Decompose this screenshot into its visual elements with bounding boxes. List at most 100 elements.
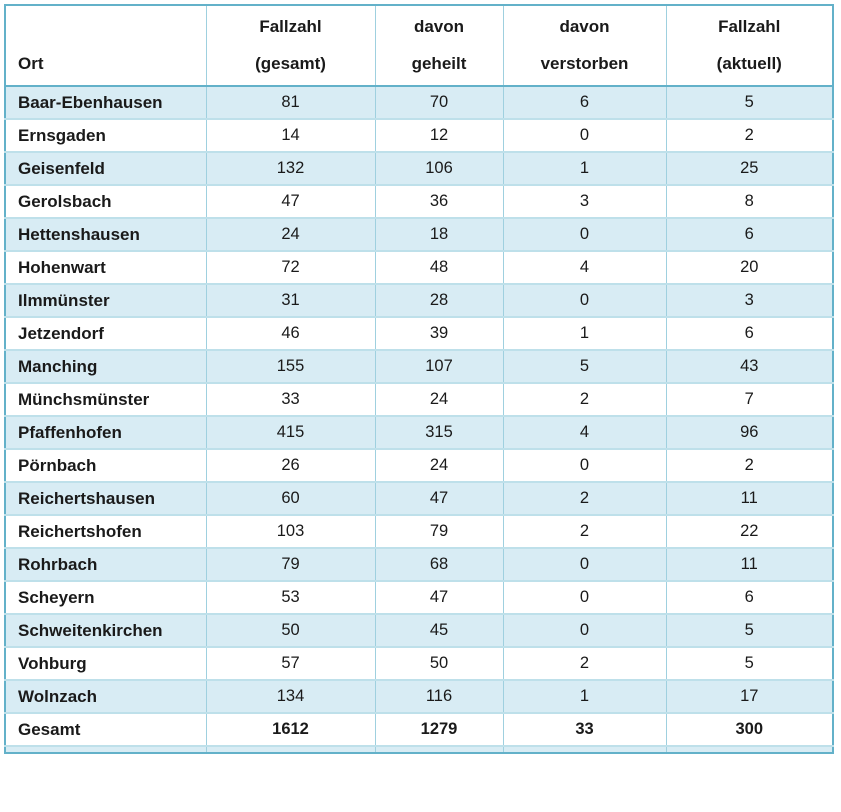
cell-verstorben: 2	[502, 647, 666, 680]
column-header-verstorben: davon verstorben	[502, 5, 666, 86]
cell-verstorben: 0	[502, 614, 666, 647]
cell-ort: Pfaffenhofen	[18, 422, 122, 442]
cell-aktuell: 22	[665, 515, 833, 548]
cell-ort: Schweitenkirchen	[18, 620, 163, 640]
cell-aktuell: 5	[665, 86, 833, 119]
table-row: Hettenshausen 24 18 0 6	[5, 218, 833, 251]
cell-gesamt: 132	[205, 152, 375, 185]
cell-aktuell: 2	[665, 449, 833, 482]
cell-verstorben: 2	[502, 515, 666, 548]
cell-verstorben: 0	[502, 119, 666, 152]
table-row: Wolnzach 134 116 1 17	[5, 680, 833, 713]
cell-aktuell: 5	[665, 647, 833, 680]
cell-ort	[5, 746, 206, 753]
column-header-gesamt: Fallzahl (gesamt)	[205, 5, 375, 86]
cell-aktuell: 11	[665, 548, 833, 581]
cell-geheilt: 36	[374, 185, 503, 218]
cell-geheilt: 28	[374, 284, 503, 317]
cell-geheilt: 39	[374, 317, 503, 350]
cell-verstorben: 0	[502, 548, 666, 581]
cell-ort: Ilmmünster	[18, 290, 110, 310]
cell-ort: Jetzendorf	[18, 323, 104, 343]
column-header-line1: Fallzahl	[259, 17, 322, 36]
cell-geheilt: 48	[374, 251, 503, 284]
cell-geheilt: 47	[374, 482, 503, 515]
cell-ort: Reichertshofen	[18, 521, 142, 541]
cell-aktuell: 8	[665, 185, 833, 218]
cell-verstorben: 0	[502, 218, 666, 251]
cell-gesamt: 50	[205, 614, 375, 647]
column-header-line2: verstorben	[540, 54, 629, 73]
cell-geheilt: 116	[374, 680, 503, 713]
cell-aktuell: 3	[665, 284, 833, 317]
column-header-line2: (gesamt)	[255, 54, 326, 73]
cell-geheilt: 24	[374, 383, 503, 416]
column-header-geheilt: davon geheilt	[374, 5, 503, 86]
cell-ort: Ernsgaden	[18, 125, 106, 145]
cell-gesamt	[205, 746, 375, 753]
table-row: Pörnbach 26 24 0 2	[5, 449, 833, 482]
column-header-line2: (aktuell)	[716, 54, 782, 73]
cell-geheilt: 18	[374, 218, 503, 251]
cell-ort: Reichertshausen	[18, 488, 155, 508]
cell-ort: Scheyern	[18, 587, 95, 607]
cell-verstorben: 1	[502, 317, 666, 350]
header-row: Ort Fallzahl (gesamt) davon geheilt davon vers…	[5, 5, 833, 86]
cell-gesamt: 47	[205, 185, 375, 218]
cell-gesamt: 134	[205, 680, 375, 713]
cell-geheilt: 79	[374, 515, 503, 548]
cell-aktuell: 96	[665, 416, 833, 449]
cell-ort: Baar-Ebenhausen	[18, 92, 163, 112]
table-row: Pfaffenhofen 415 315 4 96	[5, 416, 833, 449]
cell-aktuell: 25	[665, 152, 833, 185]
cell-verstorben: 2	[502, 482, 666, 515]
cell-gesamt: 33	[205, 383, 375, 416]
cell-aktuell: 5	[665, 614, 833, 647]
cell-gesamt: 31	[205, 284, 375, 317]
cell-verstorben: 3	[502, 185, 666, 218]
cell-gesamt: 26	[205, 449, 375, 482]
table-row: Manching 155 107 5 43	[5, 350, 833, 383]
cell-aktuell	[665, 746, 833, 753]
cell-geheilt: 107	[374, 350, 503, 383]
cell-geheilt: 68	[374, 548, 503, 581]
cell-aktuell: 300	[665, 713, 833, 746]
cell-geheilt: 12	[374, 119, 503, 152]
cell-geheilt: 45	[374, 614, 503, 647]
table-row: Jetzendorf 46 39 1 6	[5, 317, 833, 350]
table-row: Ernsgaden 14 12 0 2	[5, 119, 833, 152]
cell-aktuell: 11	[665, 482, 833, 515]
cell-gesamt: 103	[205, 515, 375, 548]
cell-aktuell: 43	[665, 350, 833, 383]
cell-ort: Gerolsbach	[18, 191, 112, 211]
cell-verstorben: 0	[502, 581, 666, 614]
cell-geheilt: 50	[374, 647, 503, 680]
cell-geheilt: 24	[374, 449, 503, 482]
column-header-aktuell: Fallzahl (aktuell)	[665, 5, 833, 86]
cell-verstorben: 1	[502, 680, 666, 713]
cell-geheilt	[374, 746, 503, 753]
cell-gesamt: 81	[205, 86, 375, 119]
cell-ort: Vohburg	[18, 653, 87, 673]
column-header-line1	[6, 8, 206, 45]
cell-verstorben: 4	[502, 251, 666, 284]
table-row: Geisenfeld 132 106 1 25	[5, 152, 833, 185]
cell-geheilt: 1279	[374, 713, 503, 746]
table-row: Reichertshofen 103 79 2 22	[5, 515, 833, 548]
cell-ort: Rohrbach	[18, 554, 98, 574]
cell-verstorben: 6	[502, 86, 666, 119]
covid-cases-table: Ort Fallzahl (gesamt) davon geheilt davon vers…	[4, 4, 834, 754]
cell-gesamt: 60	[205, 482, 375, 515]
cell-geheilt: 70	[374, 86, 503, 119]
cell-ort: Hettenshausen	[18, 224, 140, 244]
document: Ort Fallzahl (gesamt) davon geheilt davon vers…	[4, 4, 834, 754]
cell-geheilt: 47	[374, 581, 503, 614]
cell-verstorben	[502, 746, 666, 753]
cell-gesamt: 14	[205, 119, 375, 152]
column-header-ort: Ort	[5, 5, 206, 86]
column-header-line2: Ort	[18, 54, 44, 73]
cell-gesamt: 415	[205, 416, 375, 449]
table-row: Schweitenkirchen 50 45 0 5	[5, 614, 833, 647]
column-header-line1: Fallzahl	[718, 17, 781, 36]
cell-verstorben: 0	[502, 449, 666, 482]
